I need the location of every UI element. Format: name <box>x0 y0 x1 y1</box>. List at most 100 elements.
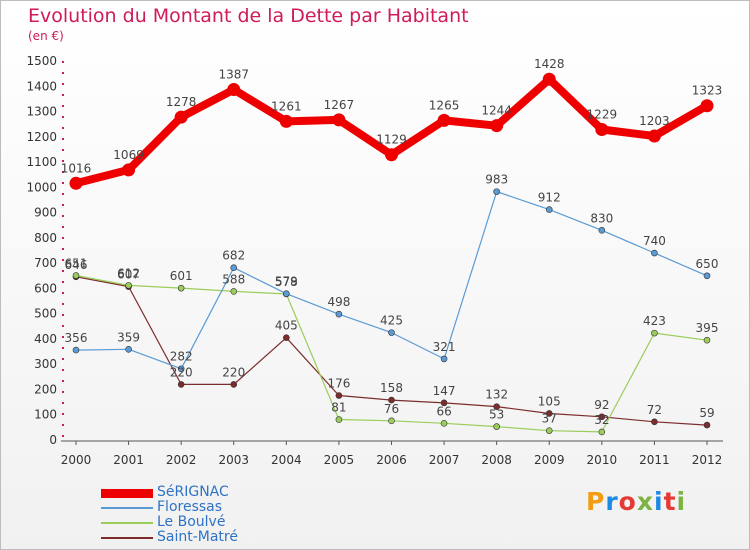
data-point <box>490 119 504 133</box>
chart-title: Evolution du Montant de la Dette par Hab… <box>28 5 469 27</box>
data-point <box>388 396 395 404</box>
data-label: 588 <box>222 272 245 286</box>
data-point <box>174 110 188 124</box>
data-label: 176 <box>327 377 350 391</box>
legend-swatch <box>101 488 153 498</box>
y-tick-label: 100 <box>34 408 57 422</box>
data-point <box>72 272 80 279</box>
data-label: 147 <box>433 384 456 398</box>
data-point <box>493 188 500 195</box>
data-label: 1244 <box>481 104 512 118</box>
y-tick-label: 200 <box>34 382 57 396</box>
data-point <box>385 148 398 162</box>
x-tick-label: 2000 <box>61 453 92 467</box>
data-point <box>125 282 132 289</box>
data-point <box>595 122 609 136</box>
x-tick-label: 2005 <box>324 453 355 467</box>
legend-label: Floressas <box>157 499 223 515</box>
data-label: 1129 <box>376 133 407 147</box>
data-point <box>651 329 658 337</box>
y-tick-label: 0 <box>49 433 57 447</box>
data-label: 220 <box>222 365 245 379</box>
chart-unit: (en €) <box>28 29 64 43</box>
logo-letter: i <box>654 487 664 516</box>
y-tick-label: 400 <box>34 332 57 346</box>
y-tick-label: 1400 <box>26 79 57 93</box>
data-point <box>598 413 606 421</box>
legend-swatch <box>101 507 153 509</box>
data-label: 579 <box>275 275 298 289</box>
data-point <box>700 99 714 113</box>
data-point <box>542 72 556 86</box>
data-label: 612 <box>117 266 140 280</box>
data-point <box>230 381 238 388</box>
data-label: 650 <box>696 257 719 271</box>
data-point <box>125 345 132 353</box>
data-label: 356 <box>65 331 88 345</box>
data-label: 59 <box>699 406 714 420</box>
y-tick-label: 600 <box>34 281 57 295</box>
data-label: 1428 <box>534 57 565 71</box>
data-point <box>122 163 136 177</box>
y-tick-label: 800 <box>34 231 57 245</box>
data-label: 37 <box>542 412 557 426</box>
data-point <box>388 329 395 336</box>
data-label: 578 <box>275 275 298 289</box>
x-tick-label: 2003 <box>218 453 249 467</box>
y-tick-label: 300 <box>34 357 57 371</box>
data-label: 1267 <box>324 98 355 112</box>
data-label: 132 <box>485 388 508 402</box>
legend-swatch <box>101 522 153 524</box>
y-tick-label: 1500 <box>26 54 57 68</box>
data-label: 92 <box>594 398 609 412</box>
data-label: 601 <box>170 269 193 283</box>
x-tick-label: 2010 <box>587 453 618 467</box>
data-label: 72 <box>647 403 662 417</box>
data-label: 32 <box>594 413 609 427</box>
data-label: 405 <box>275 319 298 333</box>
data-point <box>440 420 448 427</box>
data-label: 220 <box>170 365 193 379</box>
data-label: 1229 <box>587 107 618 121</box>
data-label: 1278 <box>166 95 197 109</box>
data-label: 830 <box>590 211 613 225</box>
data-label: 651 <box>65 257 88 271</box>
proxiti-logo: Proxiti <box>586 487 686 516</box>
data-point <box>545 206 553 213</box>
x-tick-label: 2006 <box>376 453 407 467</box>
data-point <box>440 399 448 407</box>
legend-label: Le Boulvé <box>157 514 226 530</box>
data-label: 282 <box>170 350 193 364</box>
data-point <box>545 410 553 417</box>
data-label: 1069 <box>113 148 144 162</box>
data-point <box>332 113 346 127</box>
data-point <box>230 288 238 295</box>
data-label: 1261 <box>271 99 302 113</box>
logo-letter: i <box>676 487 687 516</box>
data-label: 81 <box>331 401 346 415</box>
data-point <box>651 418 658 426</box>
data-label: 1387 <box>218 68 249 82</box>
y-tick-label: 700 <box>34 256 57 270</box>
data-point <box>437 113 451 127</box>
y-tick-label: 1200 <box>26 130 57 144</box>
y-tick-label: 1000 <box>26 180 57 194</box>
data-point <box>545 427 553 434</box>
data-point <box>647 129 661 143</box>
data-label: 423 <box>643 314 666 328</box>
y-tick-label: 900 <box>34 206 57 220</box>
data-label: 646 <box>65 258 88 272</box>
data-point <box>177 284 185 292</box>
y-tick-label: 1300 <box>26 105 57 119</box>
data-label: 912 <box>538 191 561 205</box>
data-label: 105 <box>538 394 561 408</box>
logo-letter: P <box>586 487 606 516</box>
data-point <box>335 416 343 423</box>
data-point <box>493 423 500 430</box>
data-label: 158 <box>380 381 403 395</box>
data-point <box>230 264 238 271</box>
legend-swatch <box>101 537 153 539</box>
data-point <box>493 403 500 410</box>
data-point <box>335 392 343 399</box>
